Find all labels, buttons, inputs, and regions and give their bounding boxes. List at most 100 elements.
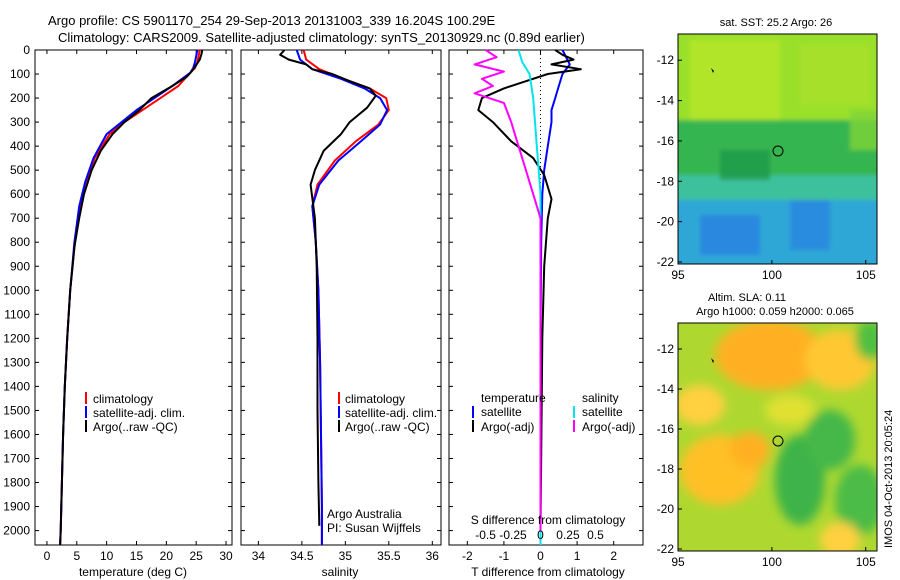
s-tick-label: 0.25 [556, 528, 580, 542]
sst-island-icon [711, 68, 714, 73]
series-salinity-argo-adj [473, 49, 542, 531]
legend-t-argo-label: Argo(-adj) [481, 420, 534, 434]
sla-map-image [678, 323, 877, 551]
difference-axes-box [448, 49, 644, 546]
map-x-tick-label: 95 [671, 555, 685, 569]
series-climatology [59, 49, 201, 546]
series-temperature-argo-adj [477, 49, 582, 531]
depth-tick-label: 500 [10, 163, 30, 177]
x-tick-label: 5 [73, 549, 80, 563]
x-tick-label: 36 [426, 549, 440, 563]
x-tick-label: 34.5 [290, 549, 314, 563]
temperature-panel: 0100200300400500600700800900100011001200… [3, 43, 233, 579]
legend-argo-label: Argo(..raw -QC) [345, 420, 430, 434]
depth-tick-label: 1900 [3, 500, 30, 514]
depth-tick-label: 2000 [3, 524, 30, 538]
x-tick-label: 10 [100, 549, 114, 563]
depth-tick-label: 1700 [3, 451, 30, 465]
s-tick-label: -0.25 [499, 528, 527, 542]
depth-tick-label: 1400 [3, 379, 30, 393]
x-tick-label: 35 [339, 549, 353, 563]
map-y-tick-label: -16 [657, 134, 675, 148]
map-y-tick-label: -18 [657, 462, 675, 476]
sla-map-title-line1: Altim. SLA: 0.11 [708, 292, 786, 304]
salinity-annotation-line2: PI: Susan Wijffels [327, 521, 421, 535]
sla-map-frame [677, 322, 878, 552]
x-tick-label: 35.5 [377, 549, 401, 563]
x-tick-label: 25 [190, 549, 204, 563]
sla-island-icon [711, 358, 714, 363]
s-tick-label: 0.5 [587, 528, 604, 542]
sla-map-panel: Altim. SLA: 0.11 Argo h1000: 0.059 h2000… [657, 292, 878, 569]
depth-tick-label: 900 [10, 259, 30, 273]
depth-tick-label: 0 [23, 43, 30, 57]
s-tick-label: -0.5 [475, 528, 496, 542]
depth-tick-label: 300 [10, 115, 30, 129]
salinity-panel: 34 34.5 35 35.5 36 climatology satellite-adj… [240, 49, 442, 579]
legend-salinity-title: salinity [582, 391, 619, 405]
x-tick-label: -1 [499, 549, 510, 563]
salinity-xlabel: salinity [322, 565, 359, 579]
series-temperature-satellite [539, 49, 571, 545]
x-tick-label: 15 [130, 549, 144, 563]
legend-argo-label: Argo(..raw -QC) [93, 420, 178, 434]
depth-tick-label: 1500 [3, 403, 30, 417]
depth-tick-label: 200 [10, 91, 30, 105]
t-difference-xlabel: T difference from climatology [471, 565, 625, 579]
map-y-tick-label: -12 [657, 53, 675, 67]
legend-climatology-label: climatology [345, 392, 405, 406]
map-y-tick-label: -20 [657, 502, 675, 516]
x-tick-label: 34 [252, 549, 266, 563]
depth-tick-label: 600 [10, 187, 30, 201]
difference-plot-area: -2 -1 0 1 2 [449, 49, 643, 563]
legend-s-argo-label: Argo(-adj) [582, 420, 635, 434]
map-x-tick-label: 100 [762, 555, 782, 569]
s-difference-ticks: -0.5 -0.25 0 0.25 0.5 [475, 528, 604, 542]
x-tick-label: 0 [44, 549, 51, 563]
x-tick-label: 1 [574, 549, 581, 563]
depth-tick-label: 1600 [3, 427, 30, 441]
series-salinity-satellite [517, 49, 542, 545]
depth-tick-label: 1200 [3, 331, 30, 345]
map-x-tick-label: 100 [762, 268, 782, 282]
sla-map-ticks: 95 100 105 -12 -14 -16 -18 -20 -22 [657, 342, 876, 569]
map-y-tick-label: -12 [657, 342, 675, 356]
sst-map-ticks: 95 100 105 -12 -14 -16 -18 -20 -22 [657, 53, 876, 282]
depth-tick-label: 1800 [3, 476, 30, 490]
s-tick-label: 0 [537, 528, 544, 542]
sla-map-title-line2: Argo h1000: 0.059 h2000: 0.065 [696, 306, 854, 318]
map-y-tick-label: -16 [657, 422, 675, 436]
salinity-legend: climatology satellite-adj. clim. Argo(..… [338, 392, 437, 434]
sst-map-image [678, 34, 877, 264]
depth-tick-labels: 0 100 200 300 400 500 600 700 800 900 1000 1100 1200… [3, 43, 30, 538]
x-tick-label: 0 [537, 549, 544, 563]
map-x-tick-label: 95 [671, 268, 685, 282]
depth-tick-label: 700 [10, 211, 30, 225]
imos-watermark: IMOS 04-Oct-2013 20:05:24 [883, 410, 895, 548]
map-y-tick-label: -18 [657, 174, 675, 188]
legend-satellite-label: satellite-adj. clim. [93, 406, 185, 420]
map-y-tick-label: -20 [657, 215, 675, 229]
header-line2: Climatology: CARS2009. Satellite-adjuste… [58, 30, 585, 45]
sst-float-marker [772, 145, 784, 157]
map-y-tick-label: -14 [657, 382, 675, 396]
x-tick-label: 2 [610, 549, 617, 563]
map-x-tick-label: 105 [856, 268, 876, 282]
depth-tick-label: 1000 [3, 283, 30, 297]
sst-map-title: sat. SST: 25.2 Argo: 26 [720, 17, 833, 29]
x-tick-label: -2 [462, 549, 473, 563]
depth-tick-label: 800 [10, 235, 30, 249]
salinity-axes-box [240, 49, 442, 546]
series-satellite-adj-clim [295, 49, 389, 545]
map-y-tick-label: -14 [657, 94, 675, 108]
legend-satellite-label: satellite-adj. clim. [345, 406, 437, 420]
legend-s-satellite-label: satellite [582, 405, 623, 419]
series-argo-raw-qc [279, 49, 377, 526]
series-satellite-adj-clim [59, 49, 199, 546]
difference-legend: temperature salinity satellite Argo(-adj… [472, 391, 635, 434]
x-tick-label: 30 [219, 549, 233, 563]
series-argo-raw-qc [59, 49, 204, 546]
depth-tick-label: 100 [10, 67, 30, 81]
difference-panel: -2 -1 0 1 2 temperature salinity satellite A… [448, 49, 644, 579]
